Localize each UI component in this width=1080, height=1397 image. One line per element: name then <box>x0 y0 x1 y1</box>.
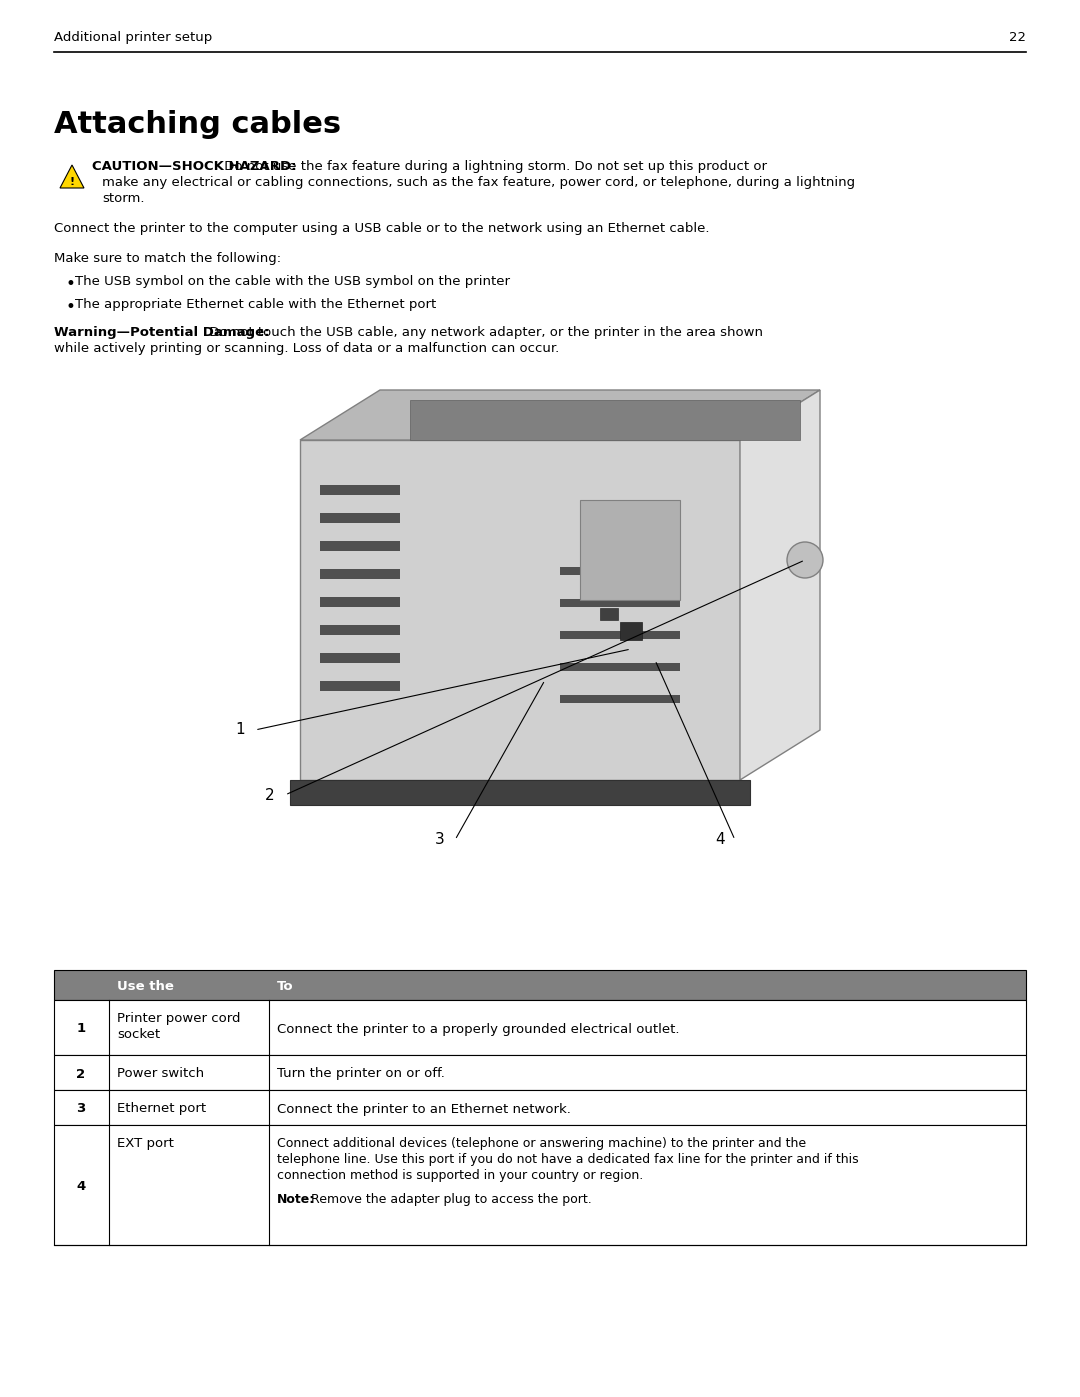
Text: Ethernet port: Ethernet port <box>117 1102 206 1115</box>
Bar <box>54 970 1026 1000</box>
Bar <box>320 597 400 608</box>
Text: To: To <box>276 981 294 993</box>
Text: Do not use the fax feature during a lightning storm. Do not set up this product : Do not use the fax feature during a ligh… <box>220 161 767 173</box>
Bar <box>561 631 680 638</box>
Bar <box>561 694 680 703</box>
Bar <box>320 680 400 692</box>
Text: CAUTION—SHOCK HAZARD:: CAUTION—SHOCK HAZARD: <box>92 161 297 173</box>
Bar <box>54 1000 1026 1055</box>
Text: Remove the adapter plug to access the port.: Remove the adapter plug to access the po… <box>311 1193 592 1206</box>
Text: Attaching cables: Attaching cables <box>54 110 341 138</box>
Bar <box>54 1090 1026 1125</box>
Bar <box>580 500 680 599</box>
Text: 1: 1 <box>77 1023 85 1035</box>
Text: !: ! <box>69 177 75 187</box>
Text: Additional printer setup: Additional printer setup <box>54 31 213 43</box>
Text: while actively printing or scanning. Loss of data or a malfunction can occur.: while actively printing or scanning. Los… <box>54 342 559 355</box>
Bar <box>600 608 618 620</box>
Text: The USB symbol on the cable with the USB symbol on the printer: The USB symbol on the cable with the USB… <box>75 275 510 288</box>
Text: 1: 1 <box>235 722 245 738</box>
Text: telephone line. Use this port if you do not have a dedicated fax line for the pr: telephone line. Use this port if you do … <box>276 1153 859 1166</box>
Circle shape <box>787 542 823 578</box>
Text: 2: 2 <box>266 788 274 802</box>
Bar <box>320 624 400 636</box>
Bar <box>320 485 400 495</box>
Text: Connect the printer to an Ethernet network.: Connect the printer to an Ethernet netwo… <box>276 1102 571 1115</box>
Polygon shape <box>740 390 820 780</box>
Text: Warning—Potential Damage:: Warning—Potential Damage: <box>54 326 270 339</box>
Bar <box>561 567 680 576</box>
Text: Turn the printer on or off.: Turn the printer on or off. <box>276 1067 445 1080</box>
Bar <box>320 513 400 522</box>
Text: socket: socket <box>117 1028 160 1041</box>
Text: 3: 3 <box>435 833 445 848</box>
Text: Make sure to match the following:: Make sure to match the following: <box>54 251 281 265</box>
Text: Connect additional devices (telephone or answering machine) to the printer and t: Connect additional devices (telephone or… <box>276 1137 806 1150</box>
Bar <box>320 652 400 664</box>
Text: Do not touch the USB cable, any network adapter, or the printer in the area show: Do not touch the USB cable, any network … <box>205 326 764 339</box>
Polygon shape <box>291 780 750 805</box>
Text: Connect the printer to a properly grounded electrical outlet.: Connect the printer to a properly ground… <box>276 1023 679 1035</box>
Text: The appropriate Ethernet cable with the Ethernet port: The appropriate Ethernet cable with the … <box>75 298 436 312</box>
Text: 3: 3 <box>77 1102 85 1115</box>
Bar <box>561 664 680 671</box>
Text: 2: 2 <box>77 1067 85 1080</box>
Bar <box>320 569 400 578</box>
Polygon shape <box>410 400 800 440</box>
Text: •: • <box>65 298 75 316</box>
Text: Printer power cord: Printer power cord <box>117 1011 241 1025</box>
Polygon shape <box>60 165 84 189</box>
Text: make any electrical or cabling connections, such as the fax feature, power cord,: make any electrical or cabling connectio… <box>102 176 855 189</box>
Bar <box>620 622 642 640</box>
Text: storm.: storm. <box>102 191 145 205</box>
Text: Use the: Use the <box>117 981 174 993</box>
Text: 4: 4 <box>715 833 725 848</box>
Bar <box>320 541 400 550</box>
Text: Note:: Note: <box>276 1193 315 1206</box>
Text: EXT port: EXT port <box>117 1137 174 1150</box>
Text: 4: 4 <box>77 1180 85 1193</box>
Bar <box>54 1125 1026 1245</box>
Text: connection method is supported in your country or region.: connection method is supported in your c… <box>276 1169 644 1182</box>
Bar <box>54 1055 1026 1090</box>
Polygon shape <box>300 440 740 780</box>
Text: Connect the printer to the computer using a USB cable or to the network using an: Connect the printer to the computer usin… <box>54 222 710 235</box>
Bar <box>561 599 680 608</box>
Text: •: • <box>65 275 75 293</box>
Text: Power switch: Power switch <box>117 1067 204 1080</box>
Text: 22: 22 <box>1009 31 1026 43</box>
Polygon shape <box>300 390 820 440</box>
